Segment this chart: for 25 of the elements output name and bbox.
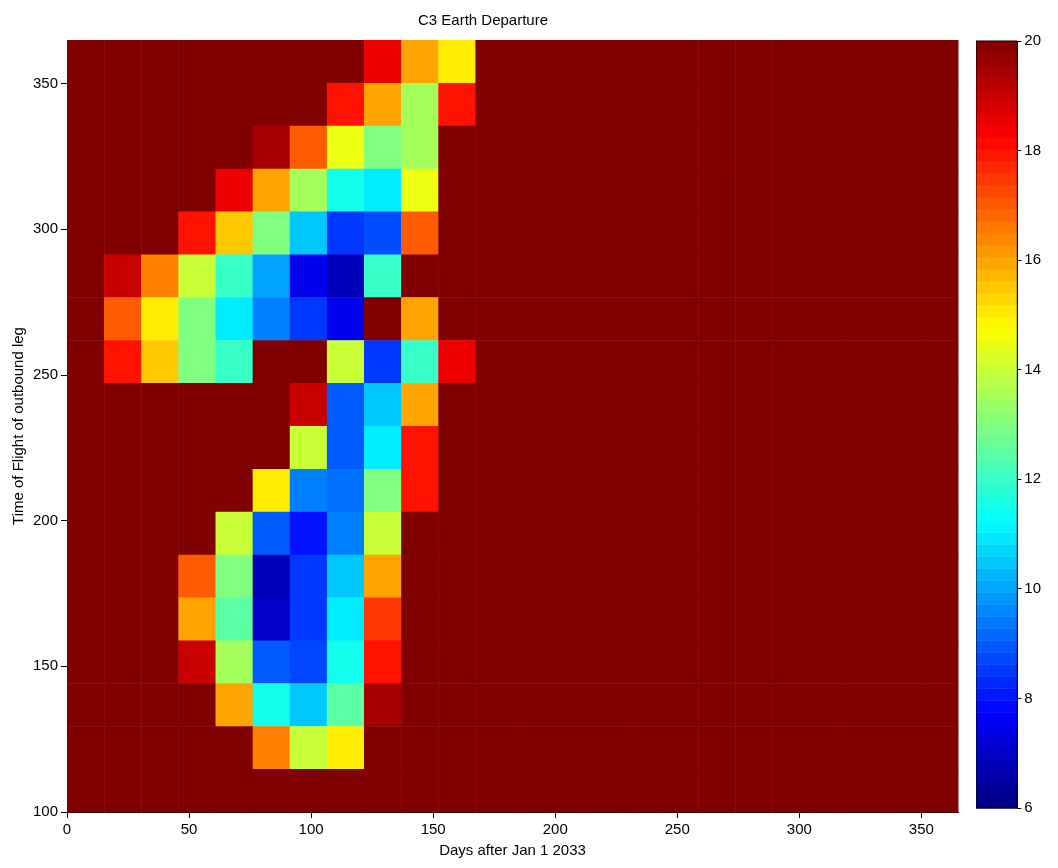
y-tick-label: 250 (33, 365, 59, 383)
x-tick-label: 150 (420, 820, 446, 838)
y-tick-label: 350 (33, 73, 59, 91)
color-bar-label: 12 (1024, 469, 1041, 487)
color-bar-label: 8 (1024, 688, 1033, 706)
y-tick-label: 150 (33, 656, 59, 674)
chart-title: C3 Earth Departure (417, 11, 549, 29)
y-axis-title: Time of Flight of outbound leg (9, 327, 27, 525)
x-tick-label: 350 (908, 820, 934, 838)
x-tick-label: 200 (542, 820, 568, 838)
x-axis-title: Days after Jan 1 2033 (439, 841, 586, 859)
x-tick-label: 100 (298, 820, 324, 838)
color-bar-label: 14 (1024, 359, 1041, 377)
y-tick-label: 200 (33, 510, 59, 528)
color-bar-label: 6 (1024, 798, 1033, 816)
color-bar-label: 16 (1024, 250, 1041, 268)
x-tick-label: 250 (664, 820, 690, 838)
y-tick-label: 300 (33, 219, 59, 237)
color-bar-label: 20 (1024, 31, 1041, 49)
x-tick-label: 300 (786, 820, 812, 838)
x-tick-label: 50 (180, 820, 198, 838)
y-tick-label: 100 (33, 802, 59, 820)
color-bar-label: 10 (1024, 579, 1041, 596)
x-tick-label: 0 (62, 820, 72, 838)
color-bar-label: 18 (1024, 140, 1041, 158)
